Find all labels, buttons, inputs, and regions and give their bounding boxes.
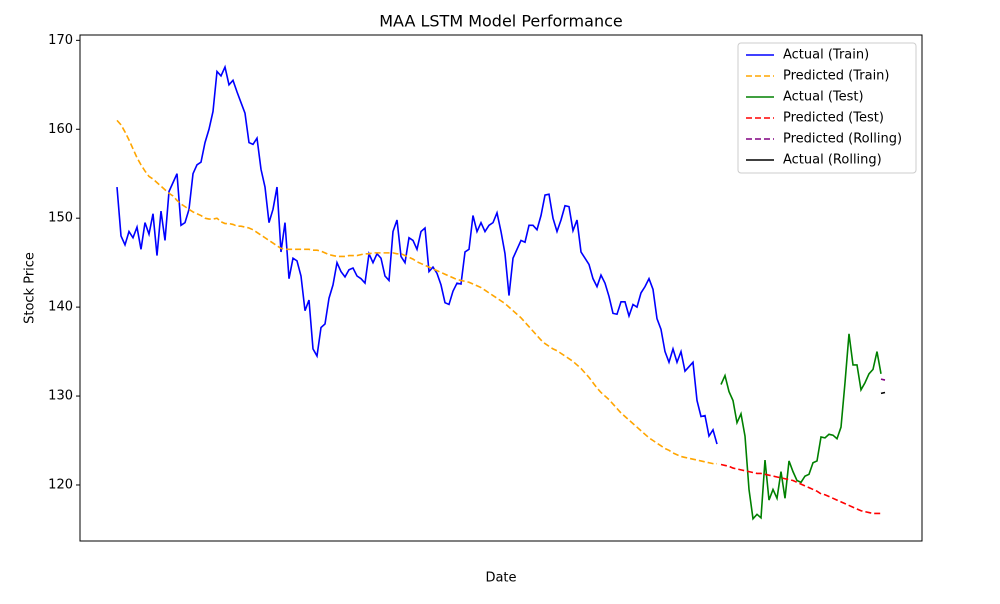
x-axis-label: Date: [485, 571, 516, 586]
legend-box: [737, 42, 917, 174]
legend: Actual (Train) Predicted (Train) Actual (T…: [737, 42, 917, 174]
series-line: [880, 378, 886, 381]
legend-label: Predicted (Rolling): [783, 132, 902, 147]
series-line: [880, 391, 886, 395]
legend-label: Predicted (Test): [783, 111, 884, 126]
plot-frame: [79, 34, 923, 542]
y-tick-label: 120: [48, 477, 73, 492]
legend-label: Actual (Rolling): [783, 153, 882, 168]
y-tick-label: 130: [48, 389, 73, 404]
chart-title: MAA LSTM Model Performance: [379, 12, 622, 31]
legend-label: Actual (Test): [783, 90, 864, 105]
legend-label: Actual (Train): [783, 48, 869, 63]
series-line: [116, 119, 717, 465]
y-tick-label: 160: [48, 122, 73, 137]
series-line: [116, 64, 718, 445]
y-tick-label: 140: [48, 300, 73, 315]
series-line: [720, 463, 881, 515]
legend-label: Predicted (Train): [783, 69, 890, 84]
y-tick-label: 170: [48, 33, 73, 48]
y-axis-label: Stock Price: [23, 252, 38, 324]
y-tick-label: 150: [48, 211, 73, 226]
